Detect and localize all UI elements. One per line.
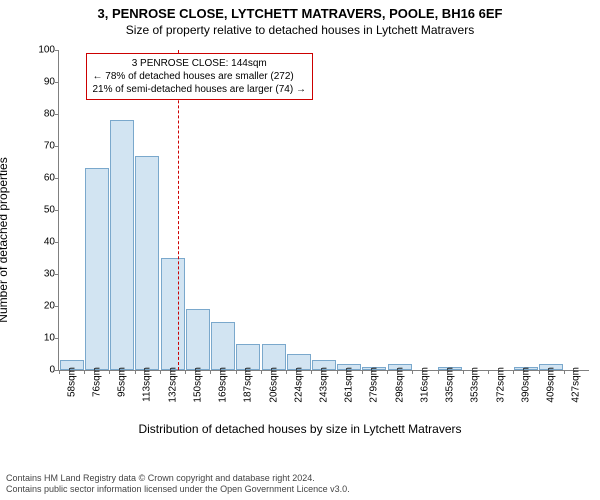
y-tick-label: 70	[29, 141, 55, 152]
chart-area: Number of detached properties 0102030405…	[0, 40, 600, 440]
y-tick-label: 20	[29, 301, 55, 312]
histogram-bar	[110, 120, 134, 370]
y-tick-mark	[55, 242, 59, 243]
y-tick-label: 30	[29, 269, 55, 280]
footer-line-2: Contains public sector information licen…	[6, 484, 350, 496]
y-tick-mark	[55, 114, 59, 115]
y-tick-label: 50	[29, 205, 55, 216]
histogram-bar	[186, 309, 210, 370]
x-tick-mark	[59, 370, 60, 374]
x-tick-label: 279sqm	[369, 367, 380, 403]
histogram-bar	[161, 258, 185, 370]
x-tick-label: 206sqm	[268, 367, 279, 403]
x-tick-mark	[387, 370, 388, 374]
x-axis-label: Distribution of detached houses by size …	[0, 422, 600, 436]
plot-region: 010203040506070809010058sqm76sqm95sqm113…	[58, 50, 589, 371]
x-tick-label: 150sqm	[192, 367, 203, 403]
x-tick-mark	[513, 370, 514, 374]
annotation-box: 3 PENROSE CLOSE: 144sqm← 78% of detached…	[86, 53, 313, 100]
footer-line-1: Contains HM Land Registry data © Crown c…	[6, 473, 350, 485]
y-tick-label: 40	[29, 237, 55, 248]
y-tick-mark	[55, 50, 59, 51]
y-tick-mark	[55, 210, 59, 211]
histogram-bar	[85, 168, 109, 370]
footer-credits: Contains HM Land Registry data © Crown c…	[6, 473, 350, 496]
x-tick-mark	[84, 370, 85, 374]
y-tick-label: 10	[29, 333, 55, 344]
annotation-line-1: 3 PENROSE CLOSE: 144sqm	[93, 57, 306, 70]
x-tick-mark	[539, 370, 540, 374]
y-tick-label: 80	[29, 109, 55, 120]
x-tick-label: 169sqm	[218, 367, 229, 403]
x-tick-mark	[488, 370, 489, 374]
x-tick-label: 261sqm	[344, 367, 355, 403]
y-tick-mark	[55, 178, 59, 179]
x-tick-mark	[160, 370, 161, 374]
x-tick-label: 58sqm	[66, 367, 77, 397]
y-axis-label: Number of detached properties	[0, 157, 10, 322]
x-tick-label: 224sqm	[293, 367, 304, 403]
x-tick-mark	[337, 370, 338, 374]
x-tick-label: 316sqm	[419, 367, 430, 403]
x-tick-mark	[109, 370, 110, 374]
x-tick-label: 409sqm	[546, 367, 557, 403]
x-tick-mark	[564, 370, 565, 374]
x-tick-mark	[261, 370, 262, 374]
x-tick-mark	[135, 370, 136, 374]
x-tick-label: 353sqm	[470, 367, 481, 403]
x-tick-label: 298sqm	[394, 367, 405, 403]
x-tick-mark	[311, 370, 312, 374]
x-tick-label: 95sqm	[117, 367, 128, 397]
y-tick-mark	[55, 146, 59, 147]
y-tick-mark	[55, 274, 59, 275]
annotation-line-3: 21% of semi-detached houses are larger (…	[93, 83, 306, 96]
x-tick-mark	[438, 370, 439, 374]
x-tick-label: 243sqm	[319, 367, 330, 403]
y-tick-label: 60	[29, 173, 55, 184]
x-tick-label: 76sqm	[91, 367, 102, 397]
x-tick-mark	[412, 370, 413, 374]
y-tick-mark	[55, 306, 59, 307]
x-tick-label: 113sqm	[142, 367, 153, 402]
x-tick-label: 335sqm	[445, 367, 456, 403]
chart-subtitle: Size of property relative to detached ho…	[0, 21, 600, 37]
annotation-line-2: ← 78% of detached houses are smaller (27…	[93, 70, 306, 83]
x-tick-label: 372sqm	[495, 367, 506, 403]
x-tick-mark	[463, 370, 464, 374]
x-tick-mark	[286, 370, 287, 374]
histogram-bar	[211, 322, 235, 370]
y-tick-label: 100	[29, 45, 55, 56]
chart-title: 3, PENROSE CLOSE, LYTCHETT MATRAVERS, PO…	[0, 0, 600, 21]
y-tick-label: 90	[29, 77, 55, 88]
y-tick-label: 0	[29, 365, 55, 376]
histogram-bar	[135, 156, 159, 370]
x-tick-mark	[210, 370, 211, 374]
x-tick-label: 132sqm	[167, 367, 178, 403]
x-tick-mark	[362, 370, 363, 374]
x-tick-mark	[236, 370, 237, 374]
x-tick-label: 390sqm	[520, 367, 531, 403]
x-tick-label: 427sqm	[571, 367, 582, 403]
y-tick-mark	[55, 82, 59, 83]
x-tick-label: 187sqm	[243, 367, 254, 403]
y-tick-mark	[55, 338, 59, 339]
x-tick-mark	[185, 370, 186, 374]
